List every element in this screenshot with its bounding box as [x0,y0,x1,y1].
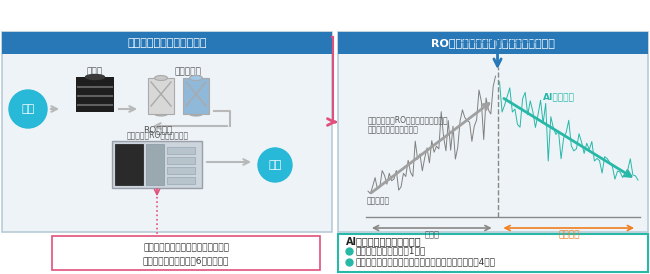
Bar [338,234,648,272]
Bar [76,77,114,112]
Text: 前処理装置: 前処理装置 [175,67,202,76]
Ellipse shape [155,76,168,81]
Bar [167,147,195,154]
Text: 電力消費量は右肩上がり: 電力消費量は右肩上がり [368,125,419,135]
Ellipse shape [190,112,203,116]
Circle shape [258,148,292,182]
Bar [338,32,648,232]
Text: （全体の消費電力の約6割を使用）: （全体の消費電力の約6割を使用） [143,256,229,265]
Text: AI最適運転によるメリット: AI最適運転によるメリット [346,236,422,246]
Text: 実証期間: 実証期間 [558,230,580,239]
Text: 電力消費量: 電力消費量 [367,196,390,205]
Text: 原水: 原水 [21,104,34,114]
Text: 電力消費量の削減（約1割）: 電力消費量の削減（約1割） [356,247,426,255]
Text: 純水: 純水 [268,160,281,170]
Bar [115,144,143,185]
Bar [148,78,174,114]
Ellipse shape [86,75,105,79]
Text: 膜処理には強力なポンプ給水が必要: 膜処理には強力なポンプ給水が必要 [143,243,229,252]
Text: 実証前: 実証前 [424,230,439,239]
Bar [2,32,332,54]
Bar [167,167,195,174]
Ellipse shape [190,76,203,81]
Ellipse shape [155,112,168,116]
PathPatch shape [273,148,281,155]
Bar [112,141,202,188]
Bar [52,236,320,270]
Text: 通常運転ではRO膜の汚れは蓄積し、: 通常運転ではRO膜の汚れは蓄積し、 [368,115,448,124]
Text: RO膜装置の実プラント検証結果の概要: RO膜装置の実プラント検証結果の概要 [431,38,555,48]
Text: メンテナンス頻度の減少による運転コスト削減（約4割）: メンテナンス頻度の減少による運転コスト削減（約4割） [356,258,496,267]
Bar [183,78,209,114]
Text: 原水槽: 原水槽 [87,67,103,76]
Circle shape [9,90,47,128]
Text: （ポンプ・RO膜ユニット）: （ポンプ・RO膜ユニット） [127,130,189,139]
Text: AI最適運転: AI最適運転 [543,93,575,101]
Bar [338,32,648,54]
Bar [2,32,332,232]
Bar [167,177,195,184]
Bar [146,144,164,185]
Text: RO膜装置: RO膜装置 [143,125,173,134]
Text: 水処理ラインの概要と課題: 水処理ラインの概要と課題 [127,38,207,48]
Bar [167,157,195,164]
Text: フラクタ社のAIソリューション: フラクタ社のAIソリューション [460,33,540,42]
